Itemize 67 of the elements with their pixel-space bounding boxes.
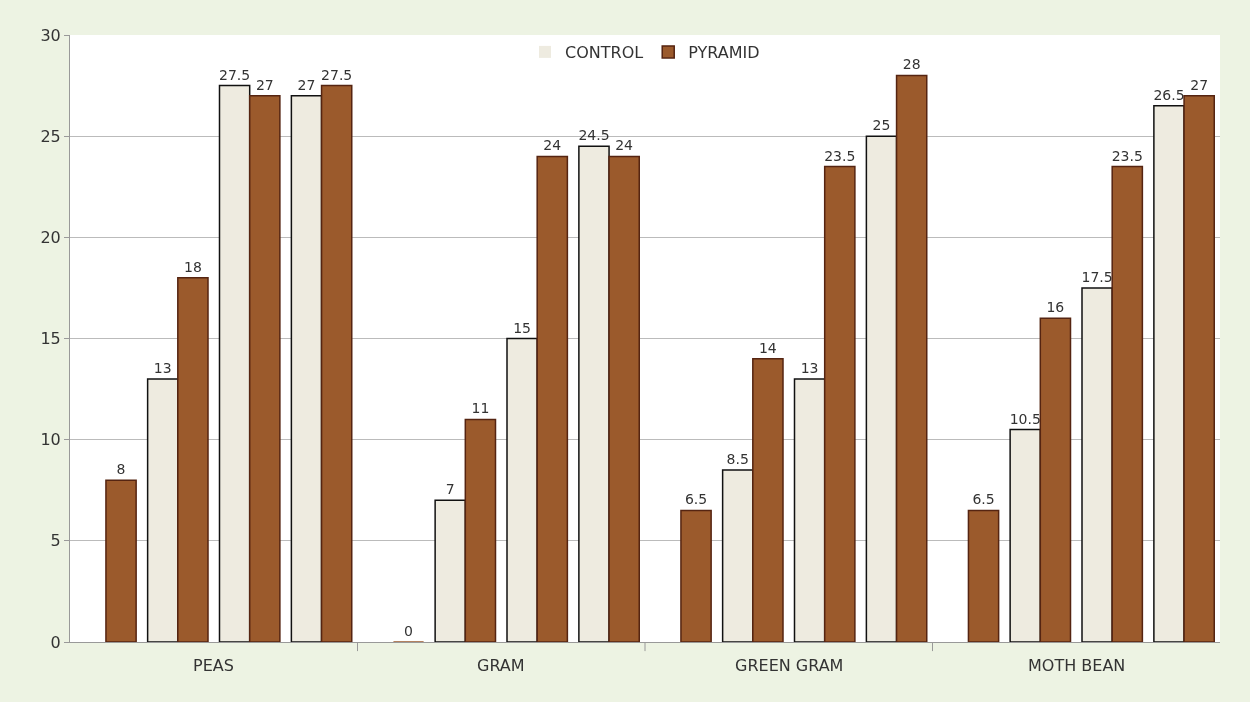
bar <box>793 378 826 642</box>
bar <box>218 84 251 642</box>
y-tick-label: 20 <box>40 227 61 247</box>
data-label: 27 <box>1190 76 1209 93</box>
bar <box>608 155 640 642</box>
data-label: 7 <box>445 481 455 498</box>
data-label: 27 <box>255 76 274 93</box>
y-tick-label: 10 <box>40 430 61 450</box>
data-label: 27 <box>297 76 316 93</box>
data-label: 28 <box>902 56 921 73</box>
data-label: 25 <box>872 117 891 134</box>
legend-label: PYRAMID <box>688 43 760 63</box>
data-label: 11 <box>471 400 490 417</box>
data-label: 0 <box>404 623 413 639</box>
bar <box>1081 287 1113 642</box>
bar <box>290 94 323 642</box>
data-label: 24 <box>615 137 634 154</box>
bar <box>464 418 497 642</box>
text: GRAM <box>477 656 525 675</box>
bar <box>1039 317 1072 642</box>
data-label: 10.5 <box>1009 410 1041 427</box>
data-label: 24 <box>543 137 562 154</box>
text: GREEN GRAM <box>735 656 844 675</box>
data-label: 15 <box>513 319 532 336</box>
bar <box>434 499 467 642</box>
y-tick-label: 15 <box>40 329 61 349</box>
bar <box>967 509 1000 642</box>
bar <box>1111 165 1144 642</box>
data-label: 8 <box>116 461 126 478</box>
data-label: 18 <box>183 258 202 275</box>
bar <box>177 277 209 642</box>
data-label: 13 <box>153 359 172 376</box>
data-label: 8.5 <box>726 451 749 468</box>
bar <box>1183 94 1215 642</box>
bar <box>320 84 353 642</box>
bar <box>823 165 856 642</box>
data-label: 6.5 <box>972 491 995 508</box>
bar <box>752 357 784 642</box>
y-tick-label: 25 <box>40 126 61 146</box>
text: PEAS <box>193 656 234 675</box>
bar <box>1153 105 1185 642</box>
data-label: 23.5 <box>824 147 856 164</box>
bar <box>1009 428 1042 642</box>
bar <box>721 469 754 642</box>
bar <box>895 74 928 642</box>
data-label: 27.5 <box>321 66 353 83</box>
data-label: 27.5 <box>219 66 251 83</box>
data-label: 24.5 <box>578 127 610 144</box>
bar <box>578 145 610 642</box>
legend-label: CONTROL <box>565 43 644 63</box>
y-tick-label: 5 <box>50 531 61 551</box>
bar <box>146 378 179 642</box>
y-tick-label: 0 <box>50 632 61 652</box>
data-label: 6.5 <box>684 491 708 508</box>
text: MOTH BEAN <box>1028 656 1126 675</box>
bar <box>536 155 569 642</box>
bar <box>248 94 281 642</box>
data-label: 13 <box>800 359 819 376</box>
y-tick-label: 30 <box>40 25 61 45</box>
data-label: 23.5 <box>1111 147 1143 164</box>
data-label: 26.5 <box>1153 86 1185 103</box>
bar <box>680 509 712 642</box>
bar <box>105 479 137 642</box>
data-label: 14 <box>758 339 777 356</box>
bar <box>506 337 538 642</box>
bar <box>865 135 898 642</box>
data-label: 16 <box>1046 299 1065 316</box>
